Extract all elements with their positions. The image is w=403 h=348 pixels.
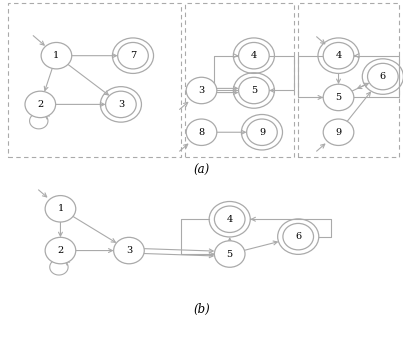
Text: 9: 9 bbox=[335, 128, 342, 137]
Text: 1: 1 bbox=[57, 204, 64, 213]
Bar bbox=[185, 3, 294, 157]
Circle shape bbox=[106, 91, 136, 118]
Circle shape bbox=[214, 241, 245, 267]
Text: (a): (a) bbox=[193, 164, 210, 176]
Circle shape bbox=[323, 119, 354, 145]
Bar bbox=[298, 3, 399, 157]
Circle shape bbox=[186, 119, 217, 145]
Circle shape bbox=[283, 223, 314, 250]
Text: 9: 9 bbox=[259, 128, 265, 137]
Circle shape bbox=[45, 196, 76, 222]
Circle shape bbox=[186, 77, 217, 104]
Text: 4: 4 bbox=[335, 51, 342, 60]
Text: 5: 5 bbox=[251, 86, 257, 95]
Text: 3: 3 bbox=[126, 246, 132, 255]
Text: 7: 7 bbox=[130, 51, 136, 60]
Circle shape bbox=[368, 63, 398, 90]
Circle shape bbox=[214, 206, 245, 232]
Text: 5: 5 bbox=[226, 250, 233, 259]
Text: 3: 3 bbox=[198, 86, 205, 95]
Circle shape bbox=[25, 91, 56, 118]
Circle shape bbox=[239, 42, 269, 69]
Circle shape bbox=[323, 42, 354, 69]
Bar bbox=[8, 3, 181, 157]
Circle shape bbox=[247, 119, 277, 145]
Text: 8: 8 bbox=[198, 128, 205, 137]
Text: 1: 1 bbox=[53, 51, 60, 60]
Circle shape bbox=[114, 237, 144, 264]
Text: 5: 5 bbox=[335, 93, 342, 102]
Text: 2: 2 bbox=[37, 100, 44, 109]
Circle shape bbox=[239, 77, 269, 104]
Text: 4: 4 bbox=[251, 51, 257, 60]
Text: 6: 6 bbox=[295, 232, 301, 241]
Text: 3: 3 bbox=[118, 100, 124, 109]
Circle shape bbox=[323, 84, 354, 111]
Circle shape bbox=[45, 237, 76, 264]
Text: 4: 4 bbox=[226, 215, 233, 224]
Text: 6: 6 bbox=[380, 72, 386, 81]
Circle shape bbox=[41, 42, 72, 69]
Circle shape bbox=[118, 42, 148, 69]
Text: (b): (b) bbox=[193, 303, 210, 316]
Text: 2: 2 bbox=[57, 246, 64, 255]
